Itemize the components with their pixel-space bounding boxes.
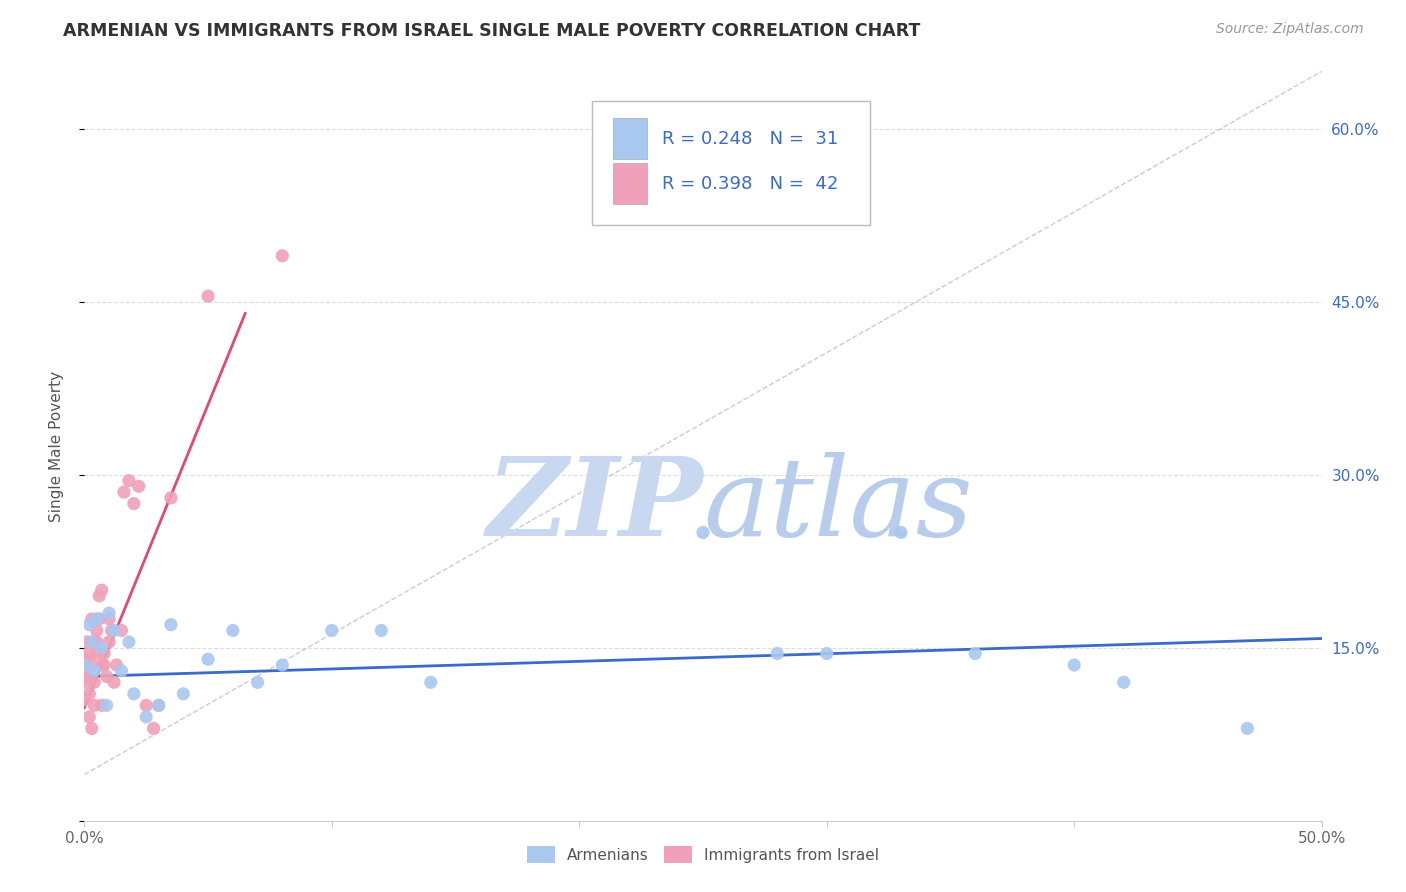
Point (118, 474, 141, 488)
Point (128, 479, 150, 493)
Point (118, 635, 141, 649)
Point (160, 617, 183, 632)
Point (1063, 658, 1085, 673)
Point (96, 669, 118, 683)
Point (692, 525, 714, 540)
Point (76, 635, 98, 649)
Point (172, 687, 194, 701)
Point (93, 658, 115, 673)
Point (90, 698, 112, 713)
Point (110, 624, 132, 638)
Point (890, 525, 912, 540)
Point (1112, 675, 1135, 690)
Point (965, 647, 987, 661)
Point (98, 612, 121, 626)
Point (370, 624, 392, 638)
FancyBboxPatch shape (592, 102, 870, 225)
Point (86, 612, 108, 626)
Text: ZIP: ZIP (486, 452, 703, 559)
Point (89, 589, 111, 603)
Point (148, 698, 170, 713)
Point (86, 647, 108, 661)
Point (122, 497, 145, 511)
Point (105, 658, 128, 673)
Point (76, 664, 98, 678)
Point (73, 652, 96, 666)
Text: R = 0.248   N =  31: R = 0.248 N = 31 (662, 130, 838, 148)
Point (80, 612, 103, 626)
Point (73, 658, 96, 673)
Point (110, 664, 132, 678)
Text: atlas: atlas (703, 452, 973, 559)
Point (222, 624, 245, 638)
Point (83, 675, 105, 690)
Point (766, 647, 789, 661)
Point (86, 624, 108, 638)
Point (90, 640, 112, 655)
Point (89, 612, 111, 626)
Point (83, 698, 105, 713)
Point (122, 687, 145, 701)
Point (246, 675, 269, 690)
Point (76, 675, 98, 690)
Point (271, 249, 294, 263)
Point (197, 289, 219, 303)
Bar (613, 118, 647, 160)
Point (80, 658, 103, 673)
Point (103, 675, 125, 690)
Point (419, 675, 441, 690)
Point (90, 583, 112, 598)
Point (86, 635, 108, 649)
Point (135, 698, 157, 713)
Text: Source: ZipAtlas.com: Source: ZipAtlas.com (1216, 22, 1364, 37)
Point (90, 658, 112, 673)
Point (100, 624, 122, 638)
Point (80, 635, 103, 649)
Point (321, 624, 343, 638)
Point (142, 722, 165, 736)
Text: ARMENIAN VS IMMIGRANTS FROM ISRAEL SINGLE MALE POVERTY CORRELATION CHART: ARMENIAN VS IMMIGRANTS FROM ISRAEL SINGL… (63, 22, 921, 40)
Point (98, 606, 121, 620)
Point (148, 698, 170, 713)
Point (112, 485, 135, 500)
Text: R = 0.398   N =  42: R = 0.398 N = 42 (662, 175, 838, 193)
Point (98, 635, 121, 649)
Point (103, 624, 125, 638)
Point (197, 652, 219, 666)
Point (79, 617, 101, 632)
Point (135, 710, 157, 724)
Legend: Armenians, Immigrants from Israel: Armenians, Immigrants from Israel (522, 840, 884, 869)
Point (1236, 722, 1258, 736)
Point (96, 698, 118, 713)
Point (79, 687, 101, 701)
Point (83, 664, 105, 678)
Point (73, 669, 96, 683)
Point (79, 710, 101, 724)
Point (815, 647, 838, 661)
Point (80, 722, 103, 736)
Point (160, 491, 183, 505)
Point (271, 658, 294, 673)
Point (79, 647, 101, 661)
Bar (613, 163, 647, 204)
Point (80, 635, 103, 649)
Point (93, 647, 115, 661)
Point (73, 692, 96, 706)
Y-axis label: Single Male Poverty: Single Male Poverty (49, 370, 63, 522)
